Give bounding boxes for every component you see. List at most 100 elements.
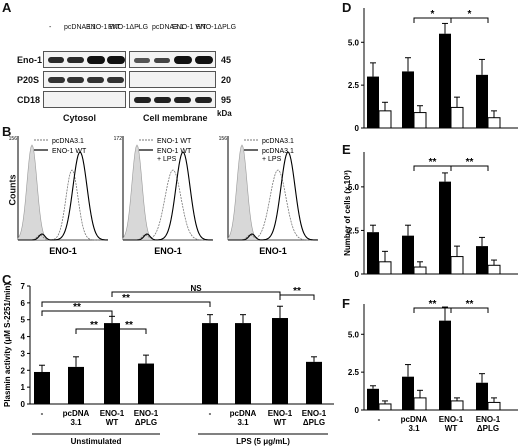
panel-letter-d: D bbox=[342, 0, 352, 15]
histogram-2-legend-2: ENO-1 WT bbox=[157, 148, 192, 155]
chart-c-sig-bracket bbox=[41, 310, 113, 316]
chart-f-bar-filled bbox=[402, 376, 414, 410]
chart-c-sig-bracket-label: ** bbox=[293, 286, 301, 297]
histogram-2-ymax: 172 bbox=[114, 136, 123, 142]
chart-c-sig-bracket-label: ** bbox=[122, 293, 130, 304]
chart-c-sig-bracket-label: ** bbox=[73, 302, 81, 313]
chart-d-bar-filled bbox=[402, 71, 414, 128]
chart-c-bar bbox=[68, 366, 84, 404]
row-label-eno1: Eno-1 bbox=[17, 55, 43, 65]
chart-d-bar-open bbox=[487, 117, 501, 129]
histogram-3-xlabel: ENO-1 bbox=[259, 246, 287, 256]
chart-d-bar-filled bbox=[476, 74, 488, 128]
chart-e-bar-filled bbox=[476, 246, 488, 274]
chart-d-bar-open bbox=[378, 110, 392, 129]
histogram-3-legend-1: pcDNA3.1 bbox=[262, 138, 294, 145]
cell-count-chart-d: 0 2.5 5.0 * * bbox=[348, 8, 518, 133]
chart-d-sig-bracket-label: * bbox=[431, 9, 435, 20]
chart-c-bar bbox=[34, 371, 50, 404]
blot-p20s-cytosol bbox=[43, 71, 126, 88]
chart-c-ytick-label: 4 bbox=[21, 333, 26, 342]
mw-95: 95 bbox=[221, 95, 232, 105]
row-label-cd18: CD18 bbox=[17, 95, 41, 105]
chart-c-xtick-label: ΔPLG bbox=[303, 418, 325, 427]
histogram-2-solid-peak bbox=[123, 151, 214, 241]
chart-c-xtick-label: 3.1 bbox=[237, 418, 249, 427]
chart-f-sig-bracket-label: ** bbox=[466, 299, 474, 310]
blot-cd18-cytosol bbox=[43, 91, 126, 108]
chart-e-ylabel: Number of cells (x 10³) bbox=[343, 170, 352, 256]
chart-c-group-label-unstim: Unstimulated bbox=[71, 437, 122, 446]
chart-c-ytick-label: 2 bbox=[21, 366, 26, 375]
chart-e-ytick-label: 5.0 bbox=[348, 183, 360, 192]
chart-d-bar-filled bbox=[439, 33, 451, 128]
blot-p20s-membrane bbox=[129, 71, 216, 88]
chart-c-xtick-label: pcDNA bbox=[230, 409, 257, 418]
chart-c-ylabel: Plasmin activity (μM S-2251/min) bbox=[3, 283, 12, 407]
chart-e-sig-bracket bbox=[450, 165, 489, 171]
chart-e-ytick-label: 0 bbox=[355, 270, 360, 279]
chart-c-bar bbox=[138, 363, 154, 404]
chart-d-bar-open bbox=[413, 112, 427, 129]
chart-f-xtick-label: ENO-1 bbox=[439, 415, 464, 424]
histogram-1-ymax: 156 bbox=[9, 136, 18, 142]
cell-count-chart-e: 0 2.5 5.0 ** ** Number of cells (x 10³) bbox=[343, 152, 518, 279]
chart-d-sig-bracket bbox=[450, 17, 489, 23]
chart-c-bar bbox=[306, 361, 322, 404]
chart-e-bar-open bbox=[378, 261, 392, 275]
chart-c-ytick-label: 7 bbox=[21, 282, 26, 291]
blot-cd18-membrane bbox=[129, 91, 216, 108]
plasmin-activity-chart: Plasmin activity (μM S-2251/min) 0 1 2 3 4 5 6 7… bbox=[3, 282, 334, 446]
chart-f-bar-filled bbox=[439, 320, 451, 410]
chart-c-xtick-label: ΔPLG bbox=[135, 418, 157, 427]
chart-c-sig-bracket bbox=[279, 294, 315, 300]
chart-f-xtick-label: - bbox=[378, 415, 381, 424]
chart-f-xtick-label: ΔPLG bbox=[477, 424, 499, 433]
chart-c-xtick-label: 3.1 bbox=[70, 418, 82, 427]
histogram-1-isotype-peak bbox=[17, 144, 108, 241]
chart-f-xtick-label: ENO-1 bbox=[476, 415, 501, 424]
chart-f-bar-filled bbox=[367, 388, 379, 410]
lane-label-7: ENO-1 WT bbox=[172, 24, 207, 31]
chart-e-bar-filled bbox=[402, 235, 414, 274]
chart-e-bar-filled bbox=[367, 232, 379, 274]
row-label-p20s: P20S bbox=[17, 75, 40, 85]
chart-c-sig-bracket-label: NS bbox=[190, 284, 202, 293]
histogram-1-solid-peak bbox=[18, 151, 109, 241]
chart-c-xtick-label: WT bbox=[274, 418, 287, 427]
chart-c-xtick-label: pcDNA bbox=[63, 409, 90, 418]
chart-e-bar-open bbox=[450, 256, 464, 275]
fraction-label-membrane: Cell membrane bbox=[143, 113, 208, 123]
chart-c-sig-bracket bbox=[111, 328, 147, 334]
lane-label-4: ENO-1ΔPLG bbox=[108, 24, 149, 31]
chart-c-xtick-label: ENO-1 bbox=[268, 409, 293, 418]
chart-c-xtick-label: - bbox=[209, 409, 212, 418]
histogram-3-ymax: 156 bbox=[219, 136, 228, 142]
chart-f-bar-open bbox=[413, 397, 427, 411]
chart-d-sig-bracket-label: * bbox=[468, 9, 472, 20]
blot-eno1-membrane bbox=[129, 51, 216, 68]
chart-c-group-label-lps: LPS (5 μg/mL) bbox=[236, 437, 290, 446]
chart-e-sig-bracket-label: ** bbox=[466, 157, 474, 168]
chart-c-bar bbox=[202, 323, 218, 404]
lane-label-2: pcDNA3.1 bbox=[64, 24, 96, 31]
chart-c-xtick-label: - bbox=[41, 409, 44, 418]
lane-label-6: pcDNA3.1 bbox=[152, 24, 184, 31]
chart-e-bar-open bbox=[413, 266, 427, 275]
histogram-3-legend-2: pcDNA3.1 bbox=[262, 148, 294, 155]
chart-d-bar-filled bbox=[367, 76, 379, 128]
chart-c-xtick-label: ENO-1 bbox=[302, 409, 327, 418]
panel-letter-b: B bbox=[2, 124, 12, 139]
chart-e-bar-open bbox=[487, 264, 501, 275]
panel-letter-f: F bbox=[342, 296, 350, 311]
lane-label-8: ENO-1ΔPLG bbox=[196, 24, 237, 31]
panel-letter-a: A bbox=[2, 0, 12, 15]
histogram-3-legend-2b: + LPS bbox=[262, 156, 282, 163]
histogram-2-legend-2b: + LPS bbox=[157, 156, 177, 163]
mw-unit: kDa bbox=[217, 109, 232, 118]
chart-c-xtick-label: ENO-1 bbox=[100, 409, 125, 418]
lane-label-5: - bbox=[137, 24, 140, 31]
histogram-1-legend-2: ENO-1 WT bbox=[52, 148, 87, 155]
chart-f-xtick-label: WT bbox=[445, 424, 458, 433]
